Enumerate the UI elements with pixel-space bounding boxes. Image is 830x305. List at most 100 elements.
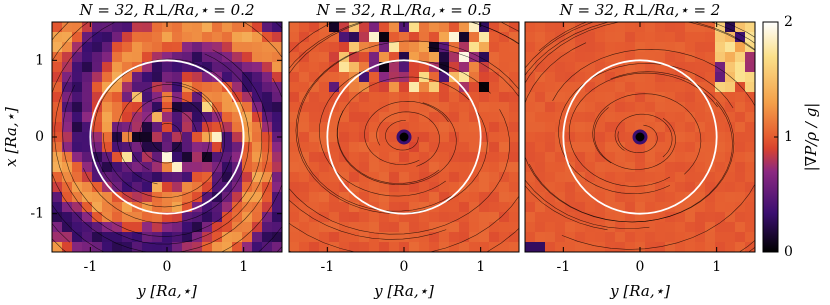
heatmap-cell xyxy=(359,102,370,113)
heatmap-cell xyxy=(172,82,183,93)
heatmap-cell xyxy=(439,212,450,223)
heatmap-cell xyxy=(72,142,83,153)
streamline xyxy=(376,111,440,167)
heatmap-cell xyxy=(359,202,370,213)
heatmap-cell xyxy=(459,92,470,103)
heatmap-cell xyxy=(439,112,450,123)
heatmap-cell xyxy=(379,152,390,163)
heatmap-cell xyxy=(409,242,420,252)
heatmap-cell xyxy=(489,192,500,203)
heatmap-cell xyxy=(172,52,183,63)
heatmap-cell xyxy=(92,122,103,133)
heatmap-cell xyxy=(565,112,576,123)
heatmap-cell xyxy=(339,212,350,223)
heatmap-cell xyxy=(309,82,320,93)
streamline xyxy=(364,100,449,165)
heatmap-cell xyxy=(262,212,273,223)
heatmap-cell xyxy=(192,162,203,173)
heatmap-cell xyxy=(52,232,63,243)
heatmap-cell xyxy=(52,212,63,223)
heatmap-cell xyxy=(585,192,596,203)
heatmap-cell xyxy=(262,132,273,143)
heatmap-cell xyxy=(132,182,143,193)
heatmap-cell xyxy=(439,242,450,252)
heatmap-cell xyxy=(665,242,676,252)
heatmap-cell xyxy=(92,132,103,143)
heatmap-cell xyxy=(212,172,223,183)
heatmap-cell xyxy=(339,202,350,213)
heatmap-cell xyxy=(329,222,340,233)
heatmap-cell xyxy=(545,152,556,163)
heatmap-cell xyxy=(222,192,233,203)
heatmap-cell xyxy=(349,242,360,252)
heatmap-cell xyxy=(575,182,586,193)
heatmap-cell xyxy=(152,172,163,183)
heatmap-cell xyxy=(262,162,273,173)
heatmap-cell xyxy=(439,232,450,243)
heatmap-cell xyxy=(575,62,586,73)
heatmap-cell xyxy=(309,192,320,203)
heatmap-cell xyxy=(595,32,606,43)
heatmap-cell xyxy=(92,52,103,63)
heatmap-cell xyxy=(132,192,143,203)
heatmap-cell xyxy=(635,142,646,153)
heatmap-cell xyxy=(152,62,163,73)
heatmap-cell xyxy=(459,142,470,153)
heatmap-cell xyxy=(262,62,273,73)
heatmap-cell xyxy=(745,132,755,143)
heatmap-cell xyxy=(419,242,430,252)
heatmap-cell xyxy=(102,182,113,193)
heatmap-cell xyxy=(319,162,330,173)
heatmap-cell xyxy=(192,72,203,83)
heatmap-cell xyxy=(535,142,546,153)
heatmap-cell xyxy=(725,222,736,233)
heatmap-cell xyxy=(122,32,133,43)
heatmap-cell xyxy=(92,202,103,213)
heatmap-cell xyxy=(389,222,400,233)
heatmap-cell xyxy=(389,102,400,113)
heatmap-cell xyxy=(605,172,616,183)
heatmap-cell xyxy=(585,102,596,113)
heatmap-cell xyxy=(212,102,223,113)
heatmap-cell xyxy=(585,52,596,63)
heatmap-cell xyxy=(605,32,616,43)
heatmap-cell xyxy=(735,72,746,83)
heatmap-cell xyxy=(469,82,480,93)
heatmap-cell xyxy=(489,52,500,63)
heatmap-cell xyxy=(585,182,596,193)
heatmap-cell xyxy=(605,242,616,252)
heatmap-cell xyxy=(182,72,193,83)
heatmap-cell xyxy=(745,242,755,252)
heatmap-cell xyxy=(299,32,310,43)
heatmap-cell xyxy=(142,72,153,83)
heatmap-cell xyxy=(272,182,282,193)
heatmap-cell xyxy=(595,162,606,173)
heatmap-cell xyxy=(122,212,133,223)
heatmap-cell xyxy=(479,192,490,203)
heatmap-cell xyxy=(655,72,666,83)
heatmap-cell xyxy=(695,82,706,93)
heatmap-cell xyxy=(339,142,350,153)
heatmap-cell xyxy=(319,82,330,93)
heatmap-cell xyxy=(152,72,163,83)
heatmap-cell xyxy=(655,232,666,243)
heatmap-cell xyxy=(479,162,490,173)
heatmap-cell xyxy=(142,172,153,183)
heatmap-cell xyxy=(655,142,666,153)
heatmap-cell xyxy=(419,22,430,33)
heatmap-cell xyxy=(122,162,133,173)
heatmap-cell xyxy=(252,82,263,93)
heatmap-cell xyxy=(379,122,390,133)
heatmap-cell xyxy=(575,242,586,252)
heatmap-cell xyxy=(142,92,153,103)
heatmap-cell xyxy=(369,32,380,43)
heatmap-cell xyxy=(369,62,380,73)
heatmap-cell xyxy=(272,42,282,53)
heatmap-cell xyxy=(82,242,93,252)
heatmap-cell xyxy=(82,172,93,183)
heatmap-cell xyxy=(635,32,646,43)
heatmap-cell xyxy=(409,62,420,73)
heatmap-cell xyxy=(202,102,213,113)
heatmap-cell xyxy=(349,112,360,123)
heatmap-cell xyxy=(112,112,123,123)
